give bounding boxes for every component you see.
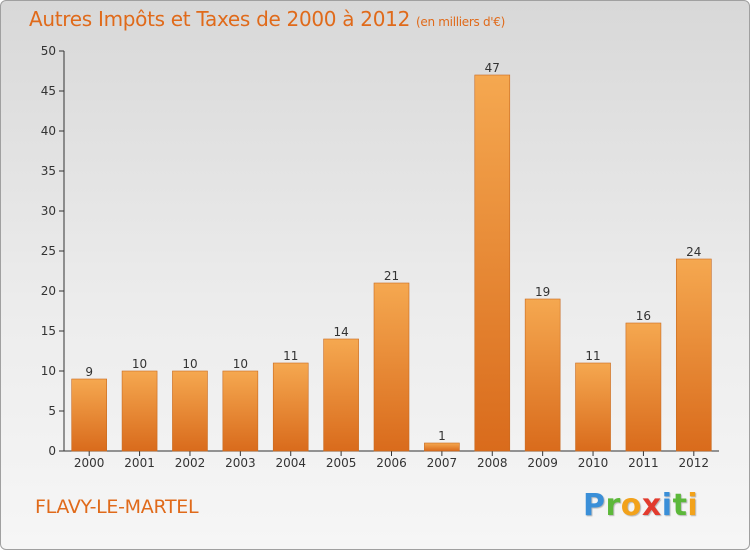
bar-value-label: 10 — [132, 357, 147, 371]
bar-value-label: 10 — [182, 357, 197, 371]
bar — [172, 370, 208, 452]
chart-unit-label: (en milliers d'€) — [416, 15, 506, 29]
bar — [272, 362, 309, 452]
bar-value-label: 47 — [485, 61, 500, 75]
x-tick-label: 2001 — [124, 456, 155, 470]
bar-value-label: 24 — [686, 245, 701, 259]
bar — [323, 338, 359, 452]
y-tick-label: 30 — [41, 204, 56, 218]
bar — [575, 362, 611, 452]
bar-value-label: 19 — [535, 285, 550, 299]
x-tick-label: 2004 — [275, 456, 306, 470]
bar-value-label: 21 — [384, 269, 399, 283]
bar — [424, 442, 460, 452]
y-tick-label: 50 — [41, 44, 56, 58]
bar — [222, 370, 259, 452]
x-tick-label: 2007 — [427, 456, 458, 470]
chart-data-labels: 9 10 10 10 11 14 21 1 47 19 11 16 24 — [85, 61, 701, 443]
y-tick-label: 0 — [48, 444, 56, 458]
bar — [625, 322, 662, 452]
bar-value-label: 1 — [438, 429, 446, 443]
bar — [524, 298, 561, 452]
x-tick-label: 2009 — [527, 456, 558, 470]
bar — [71, 378, 107, 452]
chart-bars — [71, 74, 712, 452]
chart-axes: 0 5 10 15 20 25 30 35 40 45 50 2000 2001 2002 2003 2004… — [41, 44, 719, 470]
y-tick-label: 20 — [41, 284, 56, 298]
logo-letter: x — [641, 488, 662, 523]
bar-value-label: 14 — [333, 325, 348, 339]
x-tick-label: 2003 — [225, 456, 256, 470]
x-tick-label: 2005 — [326, 456, 357, 470]
proxiti-logo: Proxiti — [583, 488, 698, 523]
x-tick-label: 2002 — [175, 456, 206, 470]
y-tick-label: 15 — [41, 324, 56, 338]
commune-name: FLAVY-LE-MARTEL — [35, 496, 199, 518]
bar — [121, 370, 158, 452]
bar-value-label: 11 — [585, 349, 600, 363]
y-tick-label: 35 — [41, 164, 56, 178]
y-tick-label: 40 — [41, 124, 56, 138]
logo-letter: i — [687, 488, 699, 523]
y-tick-label: 45 — [41, 84, 56, 98]
logo-letter: i — [661, 488, 673, 523]
bar-value-label: 11 — [283, 349, 298, 363]
x-tick-label: 2010 — [578, 456, 609, 470]
chart-title-text: Autres Impôts et Taxes de 2000 à 2012 — [29, 7, 410, 31]
logo-letter: r — [605, 488, 621, 523]
x-tick-label: 2011 — [628, 456, 659, 470]
logo-letter: o — [620, 488, 642, 523]
y-tick-label: 10 — [41, 364, 56, 378]
bar-value-label: 16 — [636, 309, 651, 323]
x-tick-label: 2006 — [376, 456, 407, 470]
chart-title: Autres Impôts et Taxes de 2000 à 2012 (en… — [29, 7, 505, 31]
x-tick-label: 2000 — [74, 456, 105, 470]
bar — [676, 258, 712, 452]
bar — [373, 282, 410, 452]
logo-letter: t — [672, 488, 688, 523]
x-tick-label: 2012 — [679, 456, 710, 470]
y-tick-label: 25 — [41, 244, 56, 258]
y-tick-label: 5 — [48, 404, 56, 418]
bar-value-label: 9 — [85, 365, 93, 379]
bar — [474, 74, 511, 452]
x-tick-label: 2008 — [477, 456, 508, 470]
logo-letter: P — [583, 488, 606, 523]
bar-value-label: 10 — [233, 357, 248, 371]
